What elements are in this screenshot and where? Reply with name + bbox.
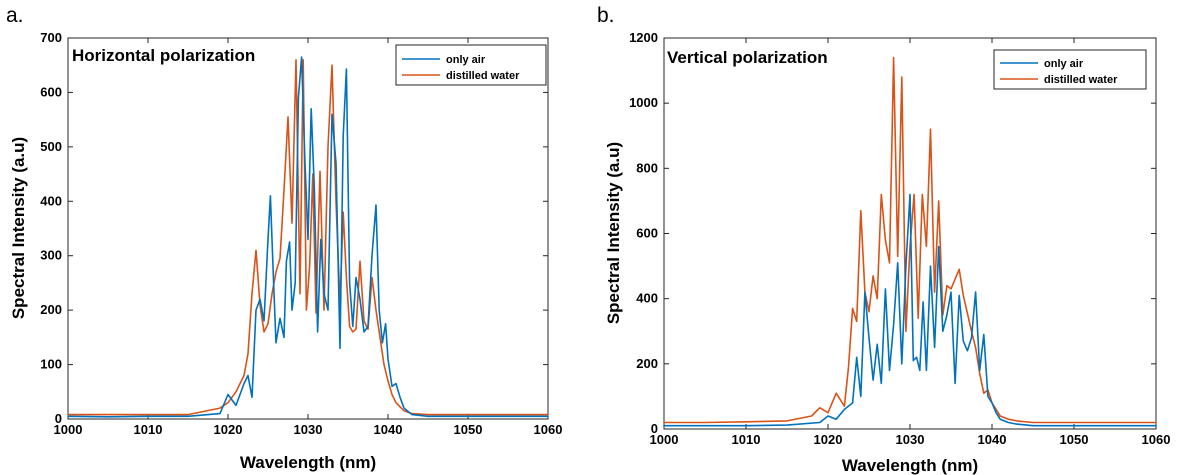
panel-b-y-tick-label: 200	[636, 356, 658, 371]
panel-a-y-tick-label: 100	[40, 357, 62, 372]
panel-b-legend-label-only-air: only air	[1044, 58, 1084, 70]
panel-b-legend-label-distilled-water: distilled water	[1044, 74, 1118, 86]
panel-b-series-line-only-air	[663, 193, 1157, 427]
panel-a-legend: only air distilled water	[395, 44, 547, 86]
panel-b-lines	[663, 56, 1157, 427]
panel-a-legend-label-distilled-water: distilled water	[446, 70, 520, 82]
panel-b-x-tick-label: 1010	[732, 432, 761, 447]
panel-b-x-tick-label: 1040	[978, 432, 1007, 447]
panel-a-y-tick-label: 600	[40, 84, 62, 99]
panel-a-x-tick-label: 1060	[534, 422, 563, 437]
panel-a-letter: a.	[6, 4, 24, 27]
panel-a-x-tick-label: 1010	[134, 422, 163, 437]
panel-b-y-tick-label: 0	[651, 421, 658, 436]
panel-a-series-line-distilled-water	[67, 58, 549, 416]
panel-a-x-tick-label: 1030	[294, 422, 323, 437]
panel-a-x-axis-label: Wavelength (nm)	[240, 453, 376, 472]
panel-a-ticks: 1000 1010 1020 1030 1040 1050 1060 0 100 200 300 40…	[40, 30, 562, 437]
panel-b-y-axis-label: Spectral Intensity (a.u)	[604, 142, 623, 324]
panel-a-y-axis-label: Spectral Intensity (a.u)	[9, 137, 28, 319]
panel-b-letter: b.	[597, 4, 615, 27]
panel-b-x-tick-label: 1000	[650, 432, 679, 447]
panel-a-x-tick-label: 1050	[454, 422, 483, 437]
panel-b-x-tick-label: 1020	[814, 432, 843, 447]
panel-b-y-tick-label: 1000	[629, 95, 658, 110]
panel-b-y-tick-label: 600	[636, 226, 658, 241]
panel-b-title: Vertical polarization	[667, 48, 828, 67]
panel-a-legend-box	[395, 44, 547, 86]
panel-a-y-tick-label: 700	[40, 30, 62, 45]
panel-b-y-tick-label: 1200	[629, 30, 658, 45]
panel-a-x-tick-label: 1040	[374, 422, 403, 437]
panel-a-y-tick-label: 300	[40, 248, 62, 263]
panel-a-y-tick-label: 400	[40, 193, 62, 208]
panel-b-legend-box	[993, 49, 1147, 90]
panel-a-x-tick-label: 1000	[54, 422, 83, 437]
panel-a: a. 1000 1010 1020 1030 1040 1050 1060 0 100 200 30…	[6, 4, 562, 472]
panel-b-x-tick-label: 1030	[896, 432, 925, 447]
panel-a-legend-label-only-air: only air	[446, 54, 486, 66]
panel-a-x-tick-label: 1020	[214, 422, 243, 437]
panel-b-x-tick-label: 1060	[1142, 432, 1171, 447]
panel-b-series-line-distilled-water	[663, 56, 1157, 424]
panel-a-y-tick-label: 200	[40, 302, 62, 317]
panel-b-x-axis-label: Wavelength (nm)	[842, 456, 978, 475]
panel-a-series-line-only-air	[67, 56, 549, 418]
panel-b-y-tick-label: 800	[636, 160, 658, 175]
panel-a-y-tick-label: 0	[55, 411, 62, 426]
panel-a-title: Horizontal polarization	[72, 46, 255, 65]
panel-b-ticks: 1000 1010 1020 1030 1040 1050 1060 0 200 400 600 80…	[629, 30, 1170, 447]
panel-b-legend: only air distilled water	[993, 49, 1147, 90]
panel-b-y-tick-label: 400	[636, 291, 658, 306]
panel-b-x-tick-label: 1050	[1060, 432, 1089, 447]
panel-a-y-tick-label: 500	[40, 139, 62, 154]
panel-a-lines	[67, 56, 549, 418]
panel-b: b. 1000 1010 1020 1030 1040 1050 1060 0 200 400 60…	[597, 4, 1170, 475]
